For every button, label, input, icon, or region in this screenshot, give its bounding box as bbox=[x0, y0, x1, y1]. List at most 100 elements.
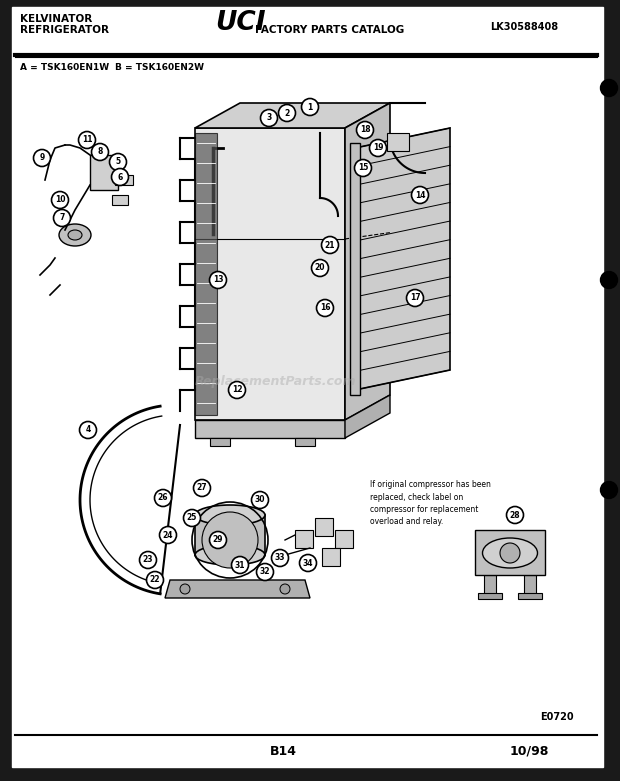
Bar bbox=[387, 133, 409, 151]
Circle shape bbox=[210, 532, 226, 548]
Text: LK30588408: LK30588408 bbox=[490, 22, 558, 32]
Circle shape bbox=[193, 480, 211, 497]
Text: 18: 18 bbox=[360, 126, 370, 134]
Text: 24: 24 bbox=[162, 530, 173, 540]
Circle shape bbox=[257, 564, 273, 580]
Text: 20: 20 bbox=[315, 263, 326, 273]
Text: B14: B14 bbox=[270, 745, 297, 758]
Circle shape bbox=[278, 105, 296, 122]
Text: 32: 32 bbox=[260, 568, 270, 576]
Ellipse shape bbox=[195, 545, 265, 565]
Bar bbox=[322, 548, 340, 566]
Bar bbox=[295, 530, 313, 548]
Circle shape bbox=[316, 299, 334, 316]
Text: 4: 4 bbox=[86, 426, 91, 434]
Polygon shape bbox=[345, 395, 390, 438]
Circle shape bbox=[601, 272, 618, 288]
Bar bbox=[295, 438, 315, 446]
Text: 6: 6 bbox=[117, 173, 123, 181]
Text: 16: 16 bbox=[320, 304, 330, 312]
Text: 8: 8 bbox=[97, 148, 103, 156]
Text: 9: 9 bbox=[40, 154, 45, 162]
Text: If original compressor has been
replaced, check label on
compressor for replacem: If original compressor has been replaced… bbox=[370, 480, 491, 526]
Bar bbox=[350, 143, 360, 395]
Circle shape bbox=[280, 584, 290, 594]
Text: 10: 10 bbox=[55, 195, 65, 205]
Bar bbox=[90, 155, 118, 190]
Polygon shape bbox=[195, 128, 345, 420]
Text: 21: 21 bbox=[325, 241, 335, 249]
Circle shape bbox=[311, 259, 329, 276]
Text: 7: 7 bbox=[60, 213, 64, 223]
Text: ReplacementParts.com: ReplacementParts.com bbox=[195, 375, 356, 388]
Bar bbox=[478, 593, 502, 599]
Text: 15: 15 bbox=[358, 163, 368, 173]
Ellipse shape bbox=[68, 230, 82, 240]
Circle shape bbox=[229, 381, 246, 398]
Polygon shape bbox=[355, 128, 450, 390]
Text: 33: 33 bbox=[275, 554, 285, 562]
Bar bbox=[524, 575, 536, 595]
Bar bbox=[518, 593, 542, 599]
Text: 11: 11 bbox=[82, 135, 92, 144]
Text: FACTORY PARTS CATALOG: FACTORY PARTS CATALOG bbox=[255, 25, 404, 35]
Circle shape bbox=[159, 526, 177, 544]
Text: 5: 5 bbox=[115, 158, 120, 166]
Bar bbox=[112, 195, 128, 205]
Text: 12: 12 bbox=[232, 386, 242, 394]
Text: 17: 17 bbox=[410, 294, 420, 302]
Circle shape bbox=[53, 209, 71, 226]
Text: REFRIGERATOR: REFRIGERATOR bbox=[20, 25, 109, 35]
Text: E0720: E0720 bbox=[540, 712, 574, 722]
Circle shape bbox=[260, 109, 278, 127]
Circle shape bbox=[356, 122, 373, 138]
Text: 1: 1 bbox=[308, 102, 312, 112]
Polygon shape bbox=[345, 103, 390, 420]
Circle shape bbox=[184, 509, 200, 526]
Text: 10/98: 10/98 bbox=[510, 745, 549, 758]
Circle shape bbox=[601, 80, 618, 97]
Bar bbox=[115, 175, 133, 185]
Ellipse shape bbox=[482, 538, 538, 568]
Circle shape bbox=[154, 490, 172, 507]
Text: 34: 34 bbox=[303, 558, 313, 568]
Circle shape bbox=[500, 543, 520, 563]
Text: 19: 19 bbox=[373, 144, 383, 152]
Text: 27: 27 bbox=[197, 483, 207, 493]
Text: 22: 22 bbox=[150, 576, 160, 584]
Circle shape bbox=[51, 191, 68, 209]
Circle shape bbox=[507, 507, 523, 523]
Text: 13: 13 bbox=[213, 276, 223, 284]
Circle shape bbox=[92, 144, 108, 161]
Circle shape bbox=[252, 491, 268, 508]
Ellipse shape bbox=[195, 505, 265, 525]
Text: 2: 2 bbox=[285, 109, 290, 117]
Bar bbox=[335, 530, 353, 548]
Circle shape bbox=[146, 572, 164, 589]
Text: 25: 25 bbox=[187, 513, 197, 522]
Circle shape bbox=[370, 140, 386, 156]
Bar bbox=[195, 515, 265, 555]
Bar bbox=[484, 575, 496, 595]
Circle shape bbox=[231, 557, 249, 573]
Circle shape bbox=[110, 154, 126, 170]
Ellipse shape bbox=[59, 224, 91, 246]
Text: B = TSK160EN2W: B = TSK160EN2W bbox=[115, 63, 204, 72]
Circle shape bbox=[202, 512, 258, 568]
Text: 29: 29 bbox=[213, 536, 223, 544]
Circle shape bbox=[79, 422, 97, 438]
Circle shape bbox=[601, 482, 618, 498]
Text: UCI: UCI bbox=[215, 10, 265, 36]
Circle shape bbox=[180, 584, 190, 594]
Text: KELVINATOR: KELVINATOR bbox=[20, 14, 92, 24]
Text: 3: 3 bbox=[267, 113, 272, 123]
Bar bbox=[195, 133, 217, 415]
Text: 14: 14 bbox=[415, 191, 425, 199]
Bar bbox=[475, 530, 545, 575]
Bar bbox=[315, 518, 333, 536]
Circle shape bbox=[140, 551, 156, 569]
Circle shape bbox=[412, 187, 428, 204]
Circle shape bbox=[299, 555, 316, 572]
Text: 23: 23 bbox=[143, 555, 153, 565]
Text: A = TSK160EN1W: A = TSK160EN1W bbox=[20, 63, 109, 72]
